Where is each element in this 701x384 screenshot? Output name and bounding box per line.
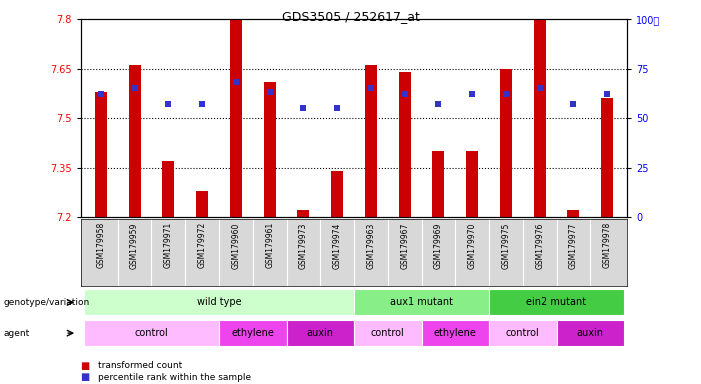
Bar bbox=[500, 69, 512, 217]
Text: GSM179975: GSM179975 bbox=[501, 222, 510, 269]
Text: aux1 mutant: aux1 mutant bbox=[390, 297, 453, 307]
Text: GSM179963: GSM179963 bbox=[367, 222, 375, 269]
Bar bbox=[433, 151, 444, 217]
Bar bbox=[163, 161, 175, 217]
Bar bbox=[354, 290, 489, 315]
Bar bbox=[354, 320, 421, 346]
Text: GSM179967: GSM179967 bbox=[400, 222, 409, 269]
Bar bbox=[95, 92, 107, 217]
Bar bbox=[230, 19, 242, 217]
Text: transformed count: transformed count bbox=[98, 361, 182, 370]
Bar bbox=[287, 320, 354, 346]
Bar bbox=[84, 320, 219, 346]
Bar bbox=[264, 82, 275, 217]
Bar bbox=[84, 290, 354, 315]
Text: agent: agent bbox=[4, 329, 29, 338]
Bar bbox=[489, 320, 557, 346]
Text: GSM179977: GSM179977 bbox=[569, 222, 578, 269]
Text: GSM179978: GSM179978 bbox=[603, 222, 612, 268]
Text: GSM179970: GSM179970 bbox=[468, 222, 477, 269]
Text: GSM179971: GSM179971 bbox=[164, 222, 173, 268]
Bar bbox=[399, 72, 411, 217]
Text: wild type: wild type bbox=[197, 297, 241, 307]
Text: GSM179969: GSM179969 bbox=[434, 222, 443, 269]
Text: GSM179973: GSM179973 bbox=[299, 222, 308, 269]
Text: GSM179976: GSM179976 bbox=[535, 222, 544, 269]
Text: GSM179974: GSM179974 bbox=[333, 222, 341, 269]
Text: control: control bbox=[135, 328, 168, 338]
Bar bbox=[489, 290, 624, 315]
Text: ■: ■ bbox=[81, 361, 90, 371]
Text: GSM179972: GSM179972 bbox=[198, 222, 207, 268]
Bar bbox=[568, 210, 579, 217]
Text: ethylene: ethylene bbox=[231, 328, 274, 338]
Bar bbox=[601, 98, 613, 217]
Bar bbox=[219, 320, 287, 346]
Bar bbox=[297, 210, 309, 217]
Bar bbox=[557, 320, 624, 346]
Text: GSM179959: GSM179959 bbox=[130, 222, 139, 269]
Bar bbox=[466, 151, 478, 217]
Text: GSM179961: GSM179961 bbox=[265, 222, 274, 268]
Bar bbox=[421, 320, 489, 346]
Text: GSM179960: GSM179960 bbox=[231, 222, 240, 269]
Text: auxin: auxin bbox=[577, 328, 604, 338]
Text: GSM179958: GSM179958 bbox=[96, 222, 105, 268]
Text: auxin: auxin bbox=[307, 328, 334, 338]
Text: genotype/variation: genotype/variation bbox=[4, 298, 90, 307]
Text: percentile rank within the sample: percentile rank within the sample bbox=[98, 372, 251, 382]
Text: GDS3505 / 252617_at: GDS3505 / 252617_at bbox=[282, 10, 419, 23]
Bar bbox=[332, 171, 343, 217]
Text: control: control bbox=[506, 328, 540, 338]
Text: ethylene: ethylene bbox=[434, 328, 477, 338]
Text: ein2 mutant: ein2 mutant bbox=[526, 297, 587, 307]
Bar bbox=[533, 19, 545, 217]
Text: control: control bbox=[371, 328, 404, 338]
Bar bbox=[129, 65, 140, 217]
Bar bbox=[365, 65, 377, 217]
Text: ■: ■ bbox=[81, 372, 90, 382]
Bar bbox=[196, 190, 208, 217]
